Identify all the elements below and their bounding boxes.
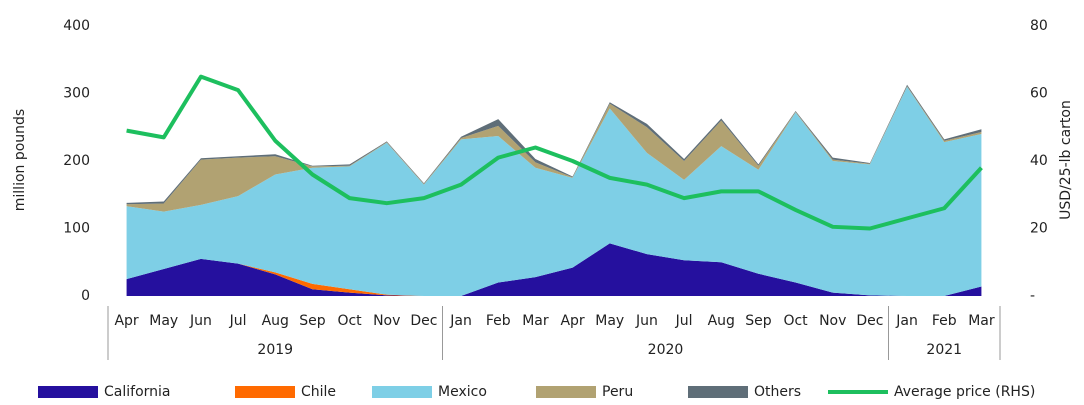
legend-label: Others [754,384,801,400]
x-tick-label: Nov [819,313,846,329]
legend-swatch [235,386,295,398]
legend-swatch [536,386,596,398]
area [126,86,982,212]
y2-tick-label: 80 [1030,18,1048,34]
x-tick-label: May [595,313,624,329]
area [126,86,982,296]
x-tick-label: Jul [229,313,247,329]
x-tick-label: Feb [932,313,957,329]
x-tick-label: Oct [783,313,808,329]
x-tick-label: Nov [373,313,400,329]
y-tick-label: 100 [63,221,90,237]
x-tick-label: May [149,313,178,329]
x-tick-label: Jan [895,313,918,329]
price-line [126,74,983,231]
legend-swatch [38,386,98,398]
y2-tick-label: 20 [1030,221,1048,237]
y-axis-label: million pounds [12,109,28,211]
y2-tick-label: - [1030,288,1035,304]
y-tick-label: 400 [63,18,90,34]
y-tick-label: 0 [81,288,90,304]
x-tick-label: Apr [114,313,138,329]
legend-swatch [688,386,748,398]
y-tick-label: 300 [63,86,90,102]
x-tick-label: Jul [675,313,693,329]
legend-label: Average price (RHS) [894,384,1035,400]
x-tick-label: Sep [299,313,326,329]
area [126,243,982,296]
x-tick-label: Jun [189,313,212,329]
x-tick-label: Dec [856,313,883,329]
legend-label: Chile [301,384,336,400]
x-tick-label: Mar [968,313,995,329]
group-label: 2020 [648,342,684,358]
legend-label: Peru [602,384,633,400]
x-tick-label: Jun [635,313,658,329]
x-tick-label: Aug [708,313,735,329]
x-tick-label: Sep [745,313,772,329]
x-tick-label: Feb [486,313,511,329]
x-tick-label: Mar [522,313,549,329]
x-tick-label: Oct [337,313,362,329]
x-tick-label: Aug [262,313,289,329]
y2-axis-label: USD/25-lb carton [1058,100,1074,220]
y2-tick-label: 60 [1030,86,1048,102]
group-label: 2021 [926,342,962,358]
legend-swatch [372,386,432,398]
y-tick-label: 200 [63,153,90,169]
y2-tick-label: 40 [1030,153,1048,169]
x-tick-label: Apr [560,313,584,329]
x-tick-label: Dec [410,313,437,329]
group-label: 2019 [257,342,293,358]
legend-label: California [104,384,170,400]
x-tick-label: Jan [449,313,472,329]
legend-label: Mexico [438,384,487,400]
